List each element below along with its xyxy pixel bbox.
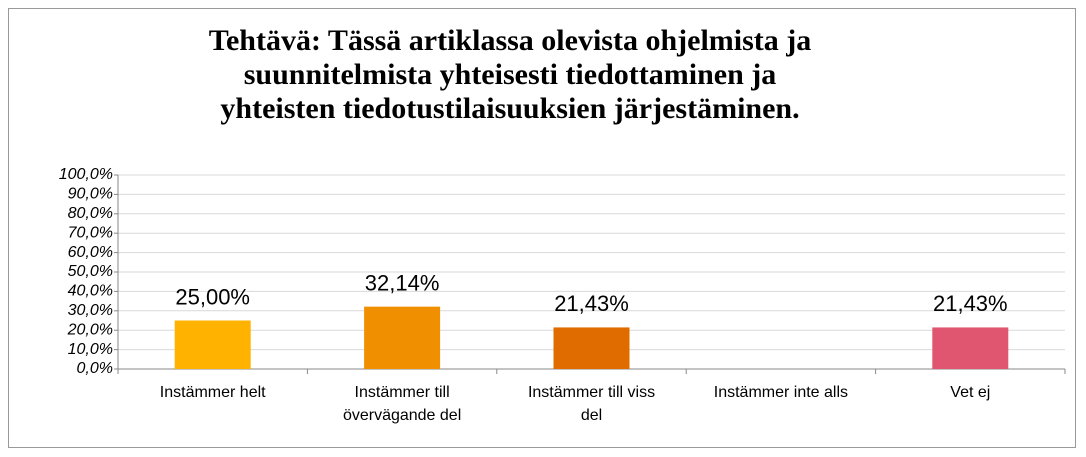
y-tick-label: 70,0% [68, 224, 113, 241]
y-tick-label: 40,0% [68, 283, 113, 300]
bar [364, 306, 441, 369]
y-tick-label: 20,0% [67, 321, 113, 338]
value-label: 25,00% [175, 284, 250, 309]
y-tick-label: 100,0% [59, 166, 113, 183]
y-tick-label: 30,0% [68, 302, 113, 319]
chart-title: Tehtävä: Tässä artiklassa olevista ohjel… [208, 24, 812, 125]
bar [932, 327, 1009, 369]
value-label: 32,14% [365, 270, 440, 295]
y-tick-label: 50,0% [68, 263, 113, 280]
y-tick-label: 10,0% [68, 341, 113, 358]
bar [553, 327, 630, 369]
value-label: 21,43% [933, 291, 1008, 316]
x-tick-label: Instämmer inte alls [713, 384, 849, 401]
y-tick-label: 80,0% [68, 205, 113, 222]
bar [174, 320, 251, 369]
y-tick-label: 0,0% [77, 360, 113, 377]
x-tick-label: Instämmer till viss del [527, 384, 656, 424]
y-tick-label: 90,0% [68, 186, 113, 203]
y-tick-label: 60,0% [68, 244, 113, 261]
chart-frame [8, 8, 1076, 448]
x-tick-label: Instämmer helt [159, 384, 266, 401]
x-tick-label: Vet ej [950, 384, 991, 401]
value-label: 21,43% [554, 291, 629, 316]
x-tick-label: Instämmer till övervägande del [342, 384, 462, 424]
